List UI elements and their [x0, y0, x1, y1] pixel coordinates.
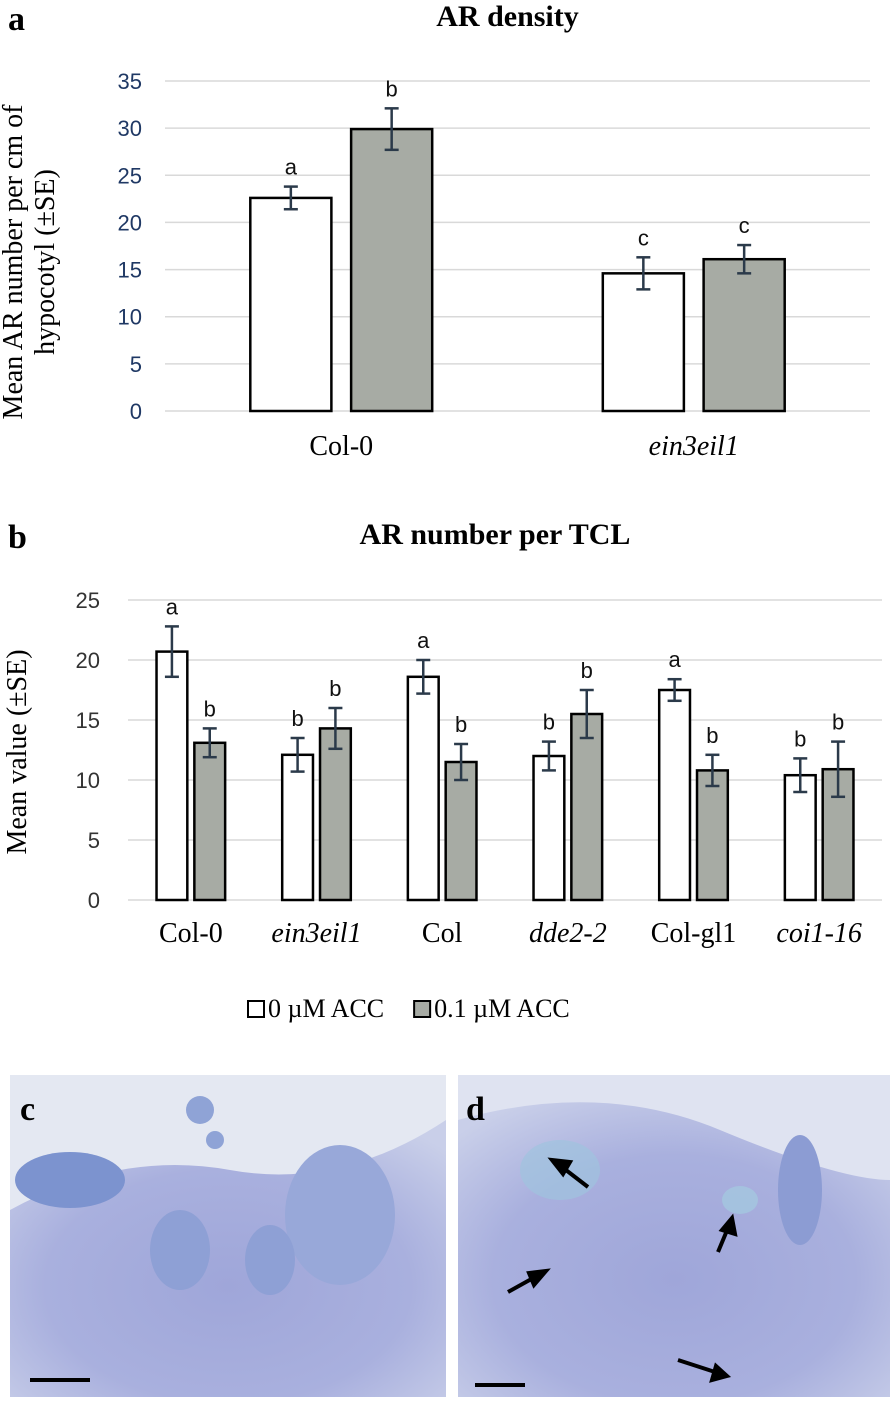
- significance-letter: a: [668, 647, 681, 672]
- significance-letter: b: [706, 723, 718, 748]
- error-bar: [454, 742, 469, 782]
- y-tick-label: 25: [118, 163, 142, 188]
- significance-letter: b: [543, 710, 555, 735]
- y-tick-label: 15: [118, 258, 142, 283]
- significance-letter: b: [794, 726, 806, 751]
- arrow-head: [547, 1157, 574, 1178]
- cells: [722, 1186, 758, 1214]
- bar: [702, 257, 786, 413]
- panel-label: c: [20, 1091, 35, 1128]
- legend-label: 0.1 µM ACC: [434, 994, 570, 1023]
- panel-label: d: [466, 1091, 485, 1128]
- error-bar: [164, 625, 179, 679]
- significance-letter: b: [291, 706, 303, 731]
- y-tick-label: 20: [76, 648, 100, 673]
- error-bar: [831, 740, 846, 799]
- chart-title: AR number per TCL: [360, 518, 631, 551]
- x-tick-label: coi1-16: [776, 918, 862, 949]
- significance-letter: a: [417, 628, 430, 653]
- x-tick-label: ein3eil1: [271, 918, 361, 949]
- error-bar: [579, 688, 594, 740]
- x-tick-label: Col-0: [159, 918, 223, 949]
- error-bar: [705, 753, 720, 788]
- y-tick-label: 20: [118, 210, 142, 235]
- significance-letter: b: [386, 76, 398, 101]
- bar: [695, 769, 730, 902]
- arrow-head: [526, 1268, 551, 1289]
- significance-letter: b: [832, 710, 844, 735]
- y-tick-label: 15: [76, 708, 100, 733]
- y-axis-label: hypocotyl (±SE): [30, 169, 61, 355]
- x-tick-label: ein3eil1: [649, 431, 739, 462]
- y-tick-label: 30: [118, 116, 142, 141]
- cell: [186, 1096, 214, 1124]
- y-tick-label: 10: [76, 768, 100, 793]
- bar: [570, 712, 604, 902]
- error-bar: [290, 736, 305, 773]
- significance-letter: b: [455, 712, 467, 737]
- significance-letter: c: [638, 225, 649, 250]
- bar: [318, 727, 353, 902]
- significance-letter: b: [581, 658, 593, 683]
- error-bar: [384, 107, 399, 152]
- y-tick-label: 0: [130, 399, 142, 424]
- bar: [532, 754, 566, 902]
- x-tick-label: Col-gl1: [651, 918, 737, 949]
- arrow: [677, 1358, 716, 1374]
- bar: [280, 753, 315, 902]
- arrow-head: [718, 1213, 738, 1237]
- significance-letter: b: [329, 676, 341, 701]
- micrograph-c: c: [10, 1075, 446, 1397]
- error-bar: [737, 243, 752, 275]
- x-tick-label: Col-0: [309, 431, 373, 462]
- chart-title: AR density: [436, 0, 579, 33]
- significance-letter: c: [739, 213, 750, 238]
- bar: [601, 272, 686, 413]
- error-bar: [636, 256, 651, 291]
- bar: [444, 760, 478, 902]
- significance-letter: a: [166, 594, 179, 619]
- y-tick-label: 25: [76, 588, 100, 613]
- error-bar: [202, 727, 217, 759]
- y-axis-label: Mean value (±SE): [2, 649, 33, 854]
- x-tick-label: dde2-2: [529, 918, 607, 949]
- significance-letter: a: [285, 155, 298, 180]
- y-axis-label: Mean AR number per cm of: [0, 104, 29, 420]
- y-tick-label: 5: [130, 352, 142, 377]
- primordium: [285, 1145, 395, 1285]
- y-tick-label: 10: [118, 305, 142, 330]
- legend-label: 0 µM ACC: [268, 994, 384, 1023]
- error-bar: [283, 185, 298, 211]
- cell: [206, 1131, 224, 1149]
- arrows: [507, 1157, 738, 1383]
- significance-letter: b: [204, 696, 216, 721]
- panel-label: a: [8, 1, 25, 38]
- error-bar: [793, 757, 808, 794]
- bar: [155, 650, 189, 902]
- panel-label: b: [8, 519, 27, 556]
- primordium: [150, 1210, 210, 1290]
- micrograph-d: d: [458, 1075, 890, 1397]
- legend-swatch: [413, 1000, 432, 1018]
- primordium: [245, 1225, 295, 1295]
- legend-swatch: [247, 1000, 265, 1018]
- bar: [406, 675, 440, 902]
- error-bar: [328, 706, 343, 751]
- primordium: [778, 1135, 822, 1245]
- bar: [783, 773, 817, 902]
- error-bar: [541, 740, 556, 772]
- y-tick-label: 35: [118, 69, 142, 94]
- bar: [349, 127, 434, 413]
- error-bar: [667, 677, 682, 703]
- bar: [193, 741, 227, 902]
- primordium: [15, 1152, 125, 1208]
- y-tick-label: 0: [88, 888, 100, 913]
- x-tick-label: Col: [422, 918, 463, 949]
- arrow-head: [709, 1362, 732, 1383]
- error-bar: [416, 658, 431, 695]
- bar: [249, 196, 333, 413]
- y-tick-label: 5: [88, 828, 100, 853]
- bar: [657, 688, 692, 902]
